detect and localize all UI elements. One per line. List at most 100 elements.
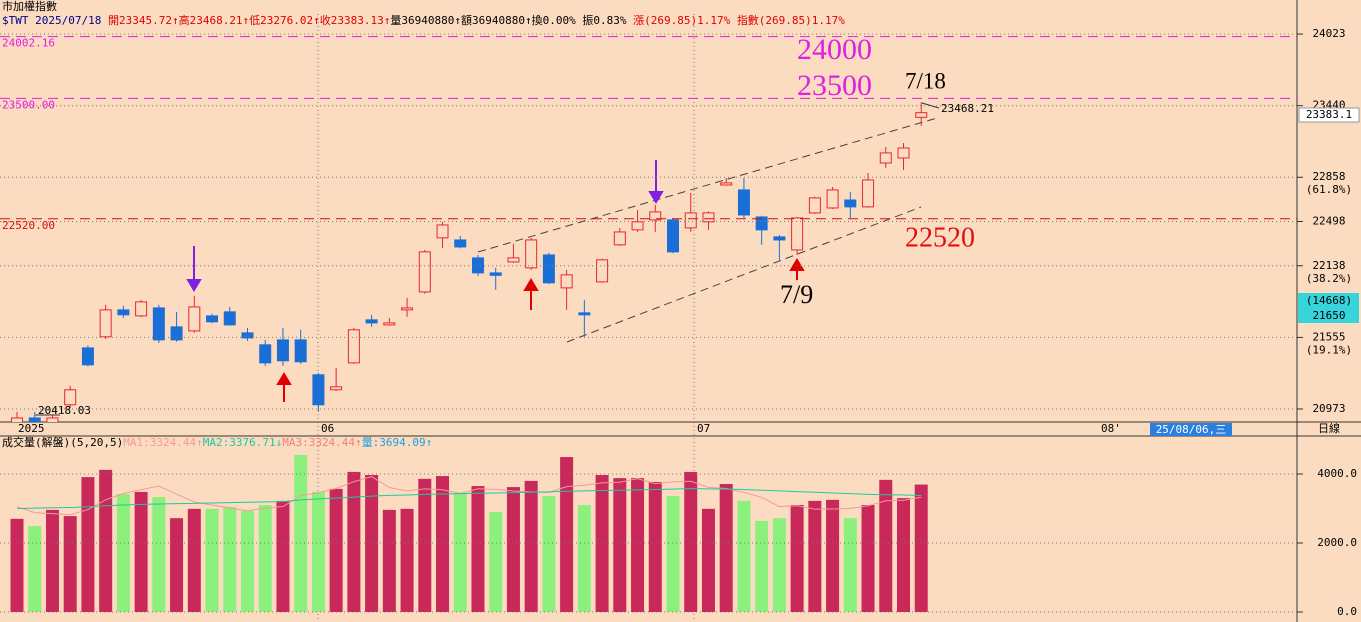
- candle-body: [773, 236, 786, 241]
- info-bar: $TWT 2025/07/18 開23345.72↑高23468.21↑低232…: [2, 13, 845, 27]
- level-label: 24002.16: [2, 37, 55, 50]
- candle-body: [383, 322, 396, 326]
- candle-body: [330, 386, 343, 391]
- info-segment: 高23468.21↑: [179, 13, 250, 27]
- volume-bar: [631, 478, 645, 612]
- volume-bar: [489, 511, 503, 612]
- side-box: [1298, 293, 1359, 323]
- volume-bar: [471, 486, 485, 612]
- candle-body: [312, 374, 325, 406]
- volume-pane: [10, 455, 928, 612]
- candle-body: [613, 231, 626, 246]
- volume-bar: [10, 518, 24, 612]
- arrow: [186, 160, 664, 292]
- volume-bar: [506, 487, 520, 612]
- volume-bar: [648, 481, 662, 612]
- volume-bar: [28, 526, 42, 612]
- price-pane: [11, 102, 928, 422]
- candle-body: [897, 147, 910, 159]
- volume-bar: [170, 518, 184, 612]
- volume-bar: [453, 493, 467, 612]
- volume-bar: [116, 493, 130, 612]
- candle-body: [81, 347, 94, 366]
- candle-body: [64, 389, 77, 406]
- candle-body: [791, 217, 804, 251]
- candle-body: [826, 189, 839, 209]
- candle-body: [631, 221, 644, 231]
- volume-bar: [701, 508, 715, 612]
- volume-bar: [666, 496, 680, 612]
- y-tick-label: 20973: [1312, 402, 1345, 415]
- candle-body: [46, 417, 59, 422]
- volume-bar: [613, 478, 627, 612]
- candle-body: [401, 307, 414, 311]
- legend-entry: MA1:3324.44↑: [123, 436, 202, 449]
- annotation: 23500: [797, 69, 872, 102]
- date-label: 25/08/06,三: [1156, 423, 1227, 436]
- info-segment: 量36940880↑額36940880↑換0.00% 振0.83%: [390, 13, 633, 27]
- info-segment: 開23345.72↑: [108, 14, 179, 27]
- candle-body: [879, 152, 892, 164]
- volume-bar: [276, 500, 290, 612]
- volume-bar: [134, 491, 148, 612]
- candle-body: [525, 239, 538, 269]
- annotation: 7/18: [905, 68, 946, 93]
- annotation: 7/9: [780, 280, 813, 309]
- y-tick-label: 22498: [1312, 215, 1345, 228]
- volume-bar: [914, 484, 928, 612]
- candle-body: [135, 301, 148, 317]
- candle-body: [206, 315, 219, 323]
- volume-bar: [577, 505, 591, 612]
- volume-bar: [311, 491, 325, 612]
- volume-bar: [81, 477, 95, 612]
- candle-body: [808, 197, 821, 214]
- fib-label: (38.2%): [1306, 272, 1352, 285]
- candle-body: [578, 312, 591, 316]
- last-price-box: [1298, 107, 1360, 123]
- x-label: 06: [321, 422, 334, 435]
- candle-body: [294, 339, 307, 363]
- candle-body: [489, 272, 502, 276]
- volume-bar: [240, 510, 254, 612]
- candle-body: [11, 417, 23, 422]
- y-tick-label: 2000.0: [1317, 536, 1357, 549]
- volume-bar: [542, 496, 556, 612]
- candle-body: [667, 219, 680, 253]
- annotation: 22520: [905, 222, 975, 253]
- volume-bar: [861, 505, 875, 612]
- high-marker: [921, 102, 940, 109]
- y-tick-label: 4000.0: [1317, 467, 1357, 480]
- volume-bar: [826, 499, 840, 612]
- info-segment: $TWT 2025/07/18: [2, 14, 108, 27]
- volume-bar: [99, 469, 113, 612]
- trend-line: [477, 117, 938, 253]
- volume-bar: [436, 476, 450, 612]
- volume-bar: [879, 479, 893, 612]
- legend-entry: MA3:3324.44↑: [282, 436, 361, 449]
- last-price: 23383.1: [1306, 108, 1352, 121]
- candle-body: [99, 309, 112, 338]
- volume-bar: [347, 471, 361, 612]
- high-label: 23468.21: [941, 102, 994, 115]
- period-label: 日線: [1318, 421, 1340, 435]
- volume-bar: [897, 498, 910, 612]
- candle-body: [436, 224, 449, 239]
- y-tick-label: 22858: [1312, 170, 1345, 183]
- info-segment: 指數(269.85)1.17%: [737, 13, 845, 27]
- x-label: 08': [1101, 422, 1121, 435]
- candle-body: [844, 199, 857, 208]
- chart-title: 市加權指數: [2, 0, 57, 13]
- volume-bar: [365, 475, 379, 612]
- candle-body: [684, 212, 697, 229]
- y-tick-label: 22138: [1312, 259, 1345, 272]
- volume-bar: [205, 508, 219, 612]
- candle-body: [365, 319, 378, 324]
- candle-body: [649, 211, 662, 221]
- fib-label: (19.1%): [1306, 343, 1352, 356]
- candle-body: [737, 189, 750, 216]
- volume-bar: [400, 508, 414, 612]
- y-tick-label: 21555: [1312, 330, 1345, 343]
- side-label: (14668): [1306, 294, 1352, 307]
- y-tick-label: 0.0: [1337, 605, 1357, 618]
- volume-bar: [258, 505, 272, 612]
